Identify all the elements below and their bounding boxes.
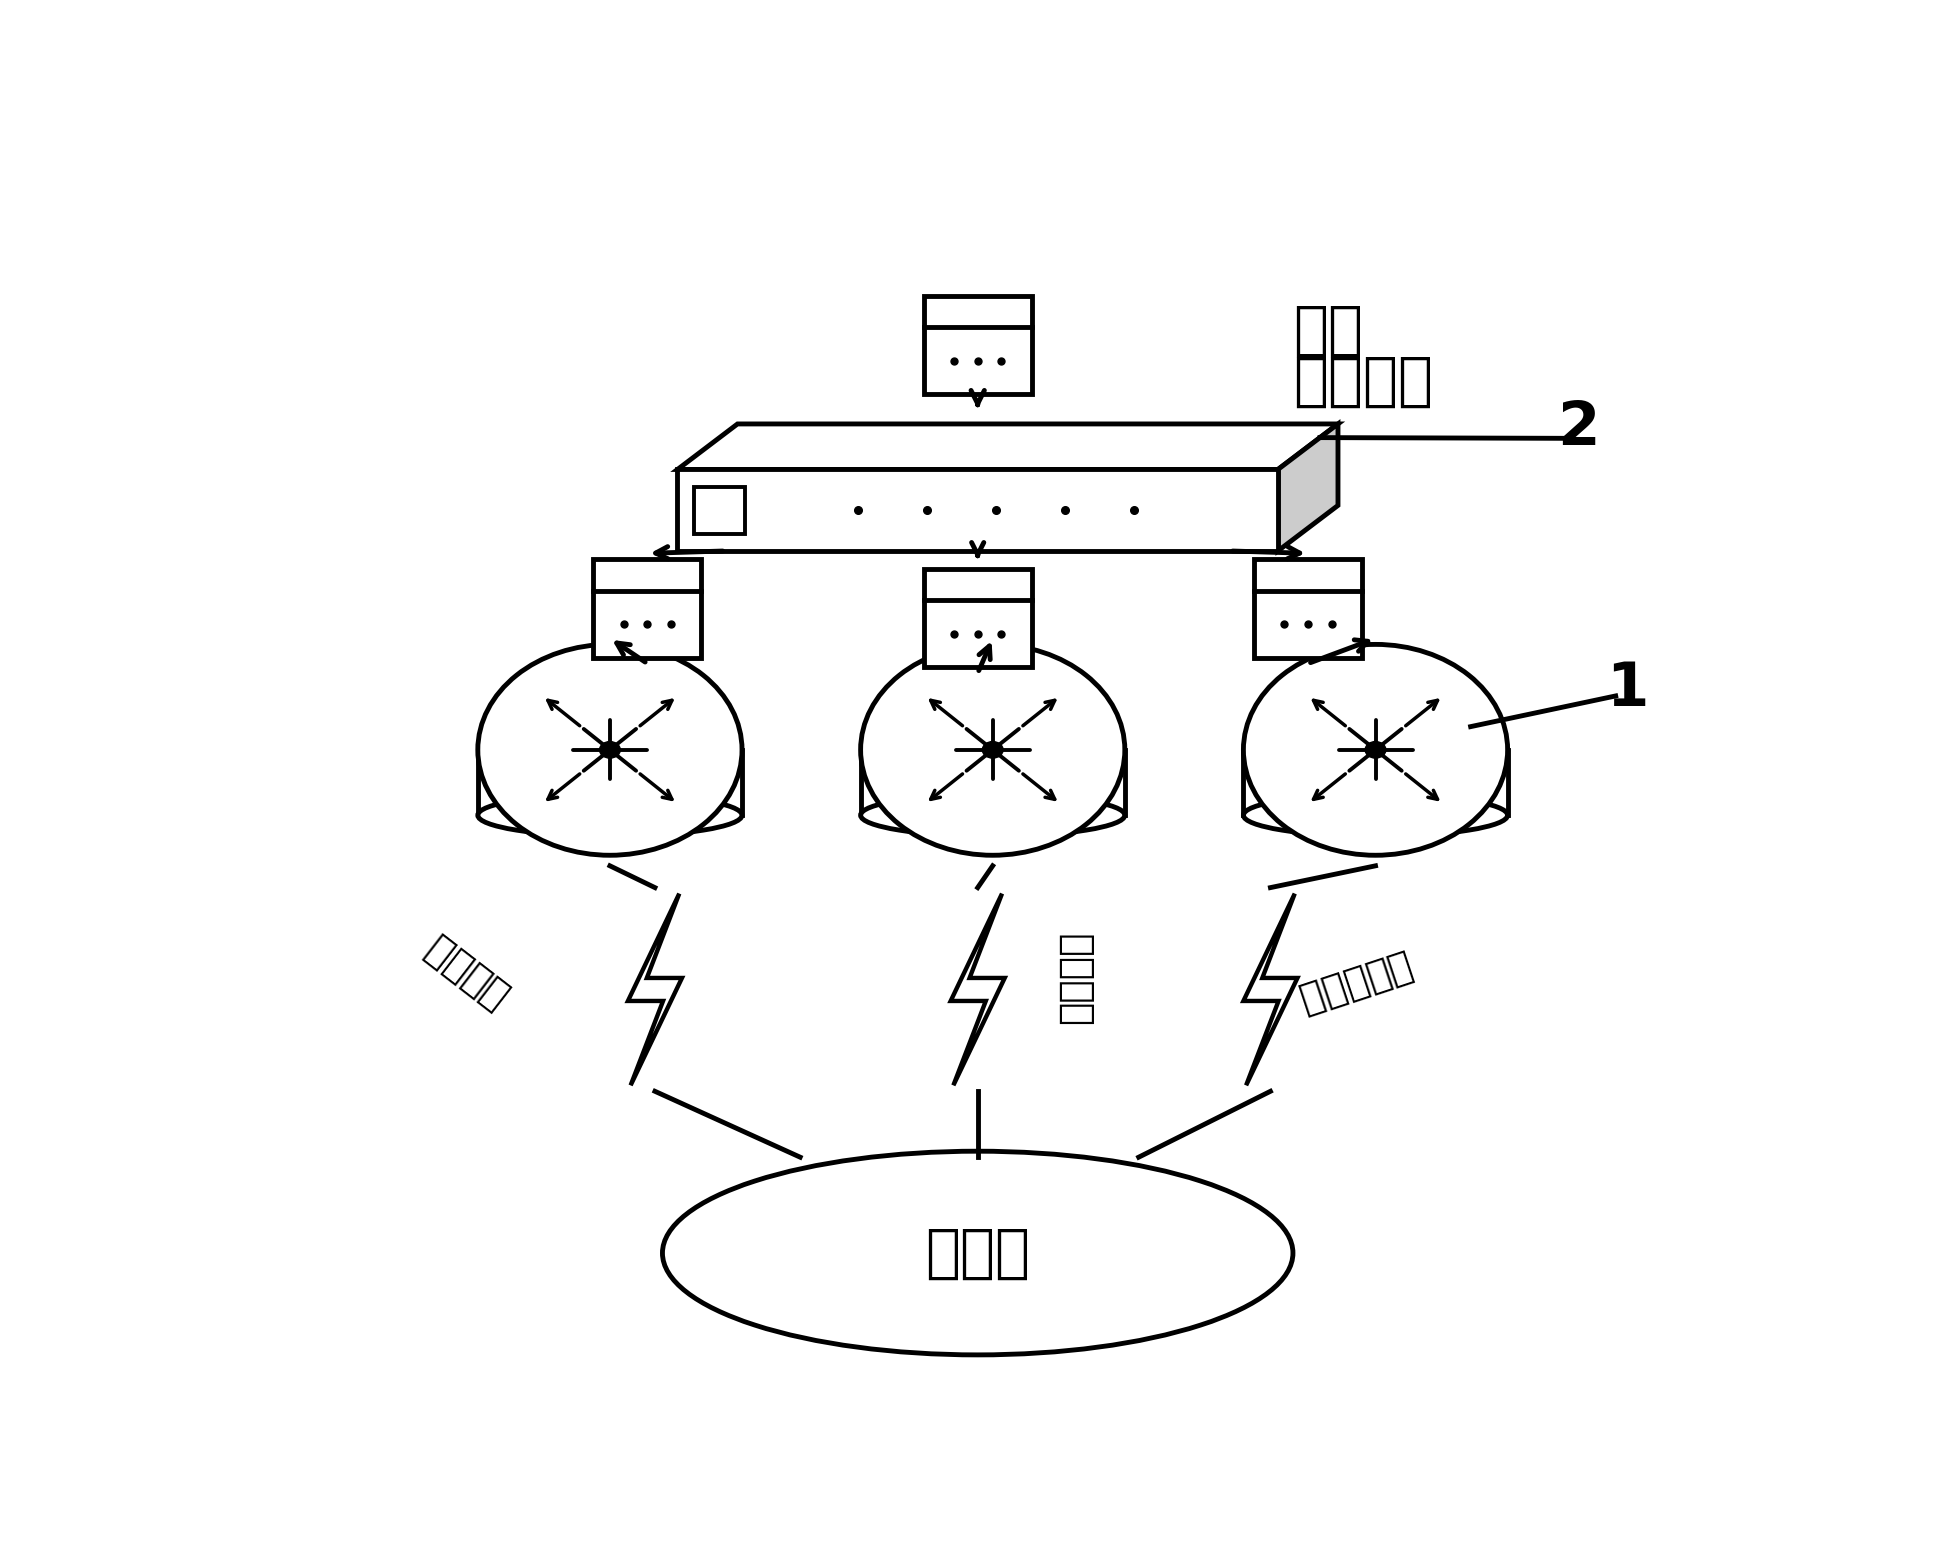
Circle shape [982, 742, 1003, 758]
Text: 互联网: 互联网 [926, 1225, 1030, 1282]
Text: 国通链路: 国通链路 [1056, 930, 1094, 1024]
Circle shape [1244, 644, 1507, 856]
Text: 联通网链路: 联通网链路 [1292, 948, 1414, 1019]
Text: 电信链路: 电信链路 [416, 927, 513, 1015]
Ellipse shape [1244, 794, 1507, 836]
Polygon shape [924, 569, 1032, 668]
Polygon shape [951, 893, 1005, 1086]
Polygon shape [693, 487, 746, 534]
Polygon shape [628, 893, 682, 1086]
Circle shape [600, 742, 620, 758]
Ellipse shape [478, 794, 742, 836]
Polygon shape [1244, 893, 1298, 1086]
Polygon shape [1253, 559, 1362, 658]
Text: 请求报文: 请求报文 [1294, 352, 1433, 409]
Polygon shape [593, 559, 701, 658]
Polygon shape [924, 296, 1032, 394]
Circle shape [1366, 742, 1385, 758]
Text: 连接: 连接 [1294, 302, 1364, 359]
Polygon shape [1278, 423, 1338, 551]
Polygon shape [678, 423, 1338, 470]
Circle shape [478, 644, 742, 856]
Ellipse shape [860, 794, 1125, 836]
Polygon shape [678, 470, 1278, 551]
Ellipse shape [662, 1151, 1294, 1355]
Text: 2: 2 [1557, 400, 1600, 457]
Circle shape [860, 644, 1125, 856]
Text: 1: 1 [1606, 660, 1648, 719]
